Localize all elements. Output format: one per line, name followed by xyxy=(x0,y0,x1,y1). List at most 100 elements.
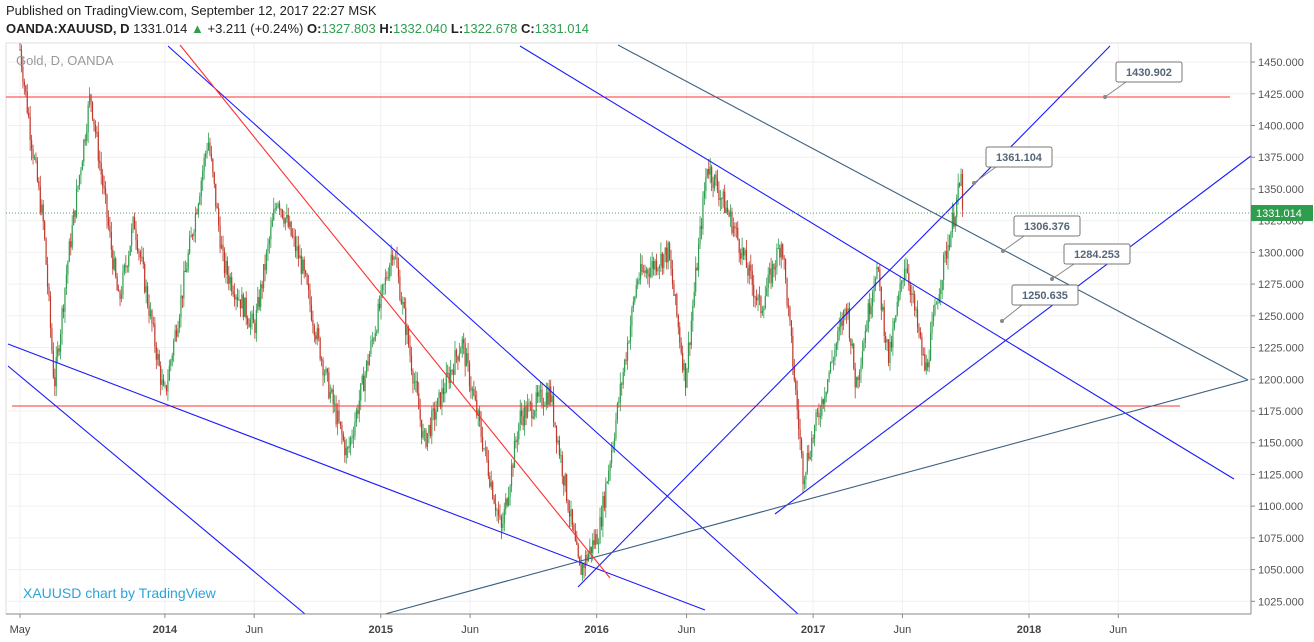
candle-body xyxy=(336,410,339,425)
candle-body xyxy=(571,509,574,525)
candle-body xyxy=(312,319,314,326)
up-arrow-icon: ▲ xyxy=(190,21,204,36)
candle-body xyxy=(470,386,472,391)
candle-body xyxy=(753,284,755,298)
y-tick-label: 1050.000 xyxy=(1258,565,1304,577)
candle-body xyxy=(944,251,946,256)
candle-body xyxy=(123,265,125,272)
candle-body xyxy=(922,354,924,355)
candle-body xyxy=(771,263,774,284)
candle-body xyxy=(550,386,552,403)
candle-body xyxy=(120,294,123,299)
candle-body xyxy=(126,266,128,268)
high-label: H: xyxy=(379,21,394,36)
candle-body xyxy=(261,284,263,289)
candle-body xyxy=(235,296,237,300)
candle-body xyxy=(381,285,384,291)
candle-body xyxy=(189,237,191,254)
candle-body xyxy=(483,448,485,450)
candle-body xyxy=(658,265,661,269)
candle-body xyxy=(666,247,668,263)
candle-body xyxy=(516,439,518,442)
candle-body xyxy=(555,425,558,443)
candle-body xyxy=(673,284,675,296)
candle-body xyxy=(51,328,53,351)
candle-body xyxy=(405,308,407,336)
candle-body xyxy=(845,309,848,315)
candle-body xyxy=(938,294,940,303)
last-price-badge xyxy=(1251,205,1313,222)
published-note: Published on TradingView.com, September … xyxy=(6,3,377,18)
candle-body xyxy=(619,383,621,403)
candle-body xyxy=(273,209,275,220)
candle-body xyxy=(171,355,173,361)
candle-body xyxy=(207,142,210,150)
candle-body xyxy=(513,440,516,468)
candle-body xyxy=(104,188,107,195)
candle-body xyxy=(128,255,130,267)
candle-body xyxy=(199,196,201,205)
candle-body xyxy=(703,190,705,198)
trend-line xyxy=(384,379,1249,614)
candle-body xyxy=(177,327,179,337)
watermark[interactable]: XAUUSD chart by TradingView xyxy=(23,585,216,601)
candle-body xyxy=(616,403,618,420)
callout-label: 1284.253 xyxy=(1074,249,1120,261)
candle-body xyxy=(864,330,866,343)
candle-body xyxy=(438,392,440,399)
candle-body xyxy=(698,244,700,271)
candle-body xyxy=(622,372,624,385)
last-price-label: 1331.014 xyxy=(1256,208,1302,220)
candle-body xyxy=(144,264,146,293)
candle-body xyxy=(464,343,466,367)
candle-body xyxy=(67,261,69,275)
candle-body xyxy=(131,228,133,246)
candle-body xyxy=(686,368,688,388)
candle-body xyxy=(712,182,714,188)
candle-body xyxy=(106,194,108,218)
callout-box xyxy=(1063,243,1131,265)
candle-body xyxy=(331,389,333,392)
candle-body xyxy=(541,389,543,406)
candle-body xyxy=(584,554,587,568)
candle-body xyxy=(539,389,542,392)
candle-body xyxy=(118,290,120,292)
candle-body xyxy=(102,174,104,187)
candle-body xyxy=(303,259,305,271)
candle-body xyxy=(81,161,83,171)
candle-body xyxy=(466,353,468,367)
low-value: 1322.678 xyxy=(463,21,518,36)
candle-body xyxy=(856,377,858,388)
candle-body xyxy=(429,424,431,436)
candle-body xyxy=(644,270,646,273)
candle-body xyxy=(373,339,375,341)
candle-body xyxy=(602,496,604,527)
candle-body xyxy=(563,476,565,486)
candle-body xyxy=(91,101,94,119)
candle-body xyxy=(421,419,423,438)
candle-body xyxy=(809,456,811,459)
candle-body xyxy=(495,503,497,511)
candle-body xyxy=(615,419,617,439)
candle-body xyxy=(713,174,716,188)
y-tick-label: 1450.000 xyxy=(1258,57,1304,69)
candle-body xyxy=(78,175,81,186)
callout-label: 1306.376 xyxy=(1024,221,1070,233)
candle-body xyxy=(947,245,949,259)
symbol-label[interactable]: OANDA:XAUUSD, D xyxy=(6,21,130,36)
candle-body xyxy=(692,306,694,321)
candle-body xyxy=(77,185,79,189)
candle-body xyxy=(669,242,671,260)
candle-body xyxy=(850,338,852,346)
candle-body xyxy=(213,172,215,184)
candle-body xyxy=(770,268,772,284)
candle-body xyxy=(190,234,192,238)
candle-body xyxy=(249,319,252,328)
candle-body xyxy=(589,546,591,554)
candle-body xyxy=(334,403,336,405)
candle-body xyxy=(844,309,846,311)
candle-body xyxy=(787,305,790,308)
candle-body xyxy=(709,166,711,175)
candle-body xyxy=(654,260,656,270)
